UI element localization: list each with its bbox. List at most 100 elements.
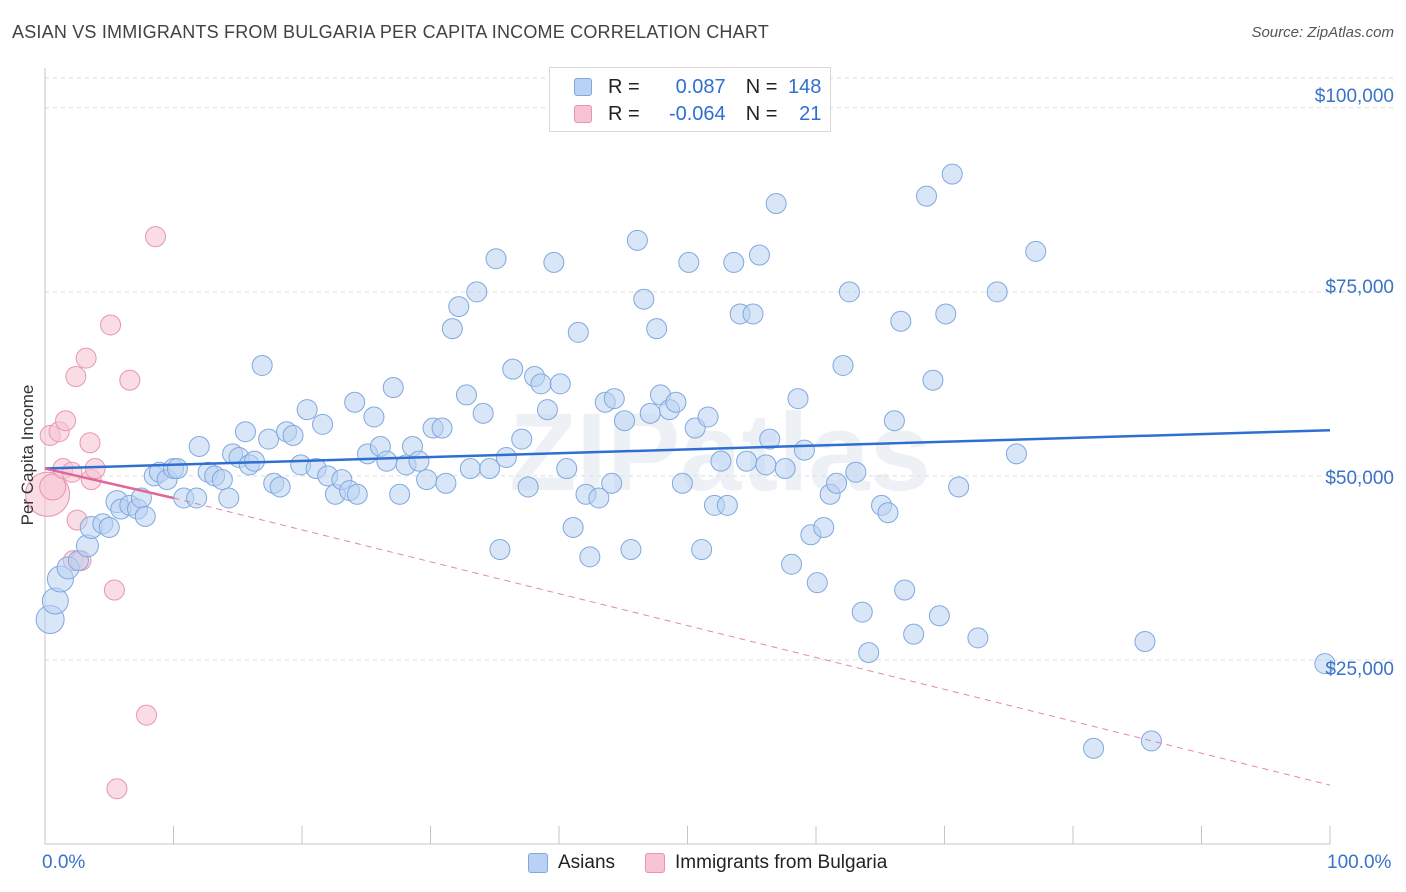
series-asians [35, 163, 1336, 759]
data-point-asian [211, 469, 233, 491]
data-point-asian [916, 185, 938, 207]
data-point-asian [218, 487, 240, 509]
legend-label-asians: Asians [558, 852, 616, 873]
trend-lines [44, 429, 1331, 786]
data-point-asian [832, 354, 854, 376]
data-point-asian [1005, 443, 1027, 465]
data-point-asian [489, 539, 511, 561]
data-point-asian [935, 303, 957, 325]
data-point-bulgaria [106, 778, 128, 800]
data-point-asian [389, 483, 411, 505]
data-point-asian [671, 472, 693, 494]
legend-swatch-bulgaria [645, 853, 666, 873]
data-point-bulgaria [145, 226, 167, 248]
data-point-asian [188, 435, 210, 457]
data-point-asian [382, 377, 404, 399]
data-point-asian [588, 487, 610, 509]
data-point-asian [296, 399, 318, 421]
data-point-asian [251, 354, 273, 376]
data-point-asian [646, 318, 668, 340]
data-point-asian [748, 244, 770, 266]
data-point-bulgaria [65, 366, 87, 388]
legend-row-bulgaria: R = -0.064 N = 21 [574, 101, 821, 127]
data-point-asian [922, 369, 944, 391]
data-point-asian [614, 410, 636, 432]
data-point-asian [941, 163, 963, 185]
data-point-asian [408, 450, 430, 472]
axes [44, 68, 1331, 845]
data-point-bulgaria [84, 458, 106, 480]
data-point-asian [346, 483, 368, 505]
legend-swatch-asians [528, 853, 548, 873]
data-point-asian [894, 579, 916, 601]
data-point-asian [723, 251, 745, 273]
data-point-bulgaria [39, 473, 67, 501]
data-point-asian [665, 391, 687, 413]
data-point-asian [517, 476, 539, 498]
series-legend: Asians Immigrants from Bulgaria [528, 852, 887, 874]
data-point-bulgaria [136, 704, 158, 726]
data-point-asian [479, 458, 501, 480]
data-point-asian [166, 458, 188, 480]
data-point-asian [948, 476, 970, 498]
data-point-asian [258, 428, 280, 450]
data-point-asian [134, 505, 156, 527]
data-point-asian [601, 472, 623, 494]
legend-swatch-pink [574, 105, 592, 123]
data-point-asian [562, 516, 584, 538]
data-point-asian [543, 251, 565, 273]
data-point-asian [344, 391, 366, 413]
data-point-bulgaria [75, 347, 97, 369]
data-point-asian [736, 450, 758, 472]
y-tick-label: $100,000 [1314, 86, 1394, 107]
data-point-asian [376, 450, 398, 472]
legend-r-label: R = [608, 102, 640, 125]
data-point-asian [234, 421, 256, 443]
x-tick-label-max: 100.0% [1327, 852, 1392, 873]
data-point-asian [495, 447, 517, 468]
legend-r-label: R = [608, 75, 640, 98]
trend-line-asians [44, 429, 1331, 470]
gridlines [45, 77, 1395, 661]
data-point-asian [826, 472, 848, 494]
data-point-asian [269, 476, 291, 498]
data-point-asian [579, 546, 601, 568]
data-point-asian [765, 193, 787, 215]
data-point-asian [967, 627, 989, 649]
data-point-asian [845, 461, 867, 483]
data-point-asian [678, 251, 700, 273]
data-point-bulgaria [100, 314, 122, 336]
data-point-asian [710, 450, 732, 472]
data-point-asian [567, 321, 589, 343]
data-point-asian [716, 494, 738, 516]
data-point-asian [639, 402, 661, 424]
data-point-asian [448, 296, 470, 318]
data-point-asian [603, 388, 625, 410]
data-point-asian [626, 229, 648, 251]
data-point-asian [1314, 653, 1336, 675]
data-point-asian [459, 458, 481, 480]
data-point-asian [755, 454, 777, 476]
data-point-bulgaria [103, 579, 125, 601]
series-immigrants-from-bulgaria [25, 226, 167, 800]
data-point-asian [742, 303, 764, 325]
legend-n-value: 148 [788, 75, 822, 98]
data-point-asian [691, 539, 713, 561]
trend-line-bulgaria-extension [173, 497, 1331, 786]
x-tick-label-min: 0.0% [42, 852, 86, 873]
data-point-asian [620, 539, 642, 561]
legend-r-value: -0.064 [668, 102, 726, 125]
y-tick-label: $25,000 [1325, 659, 1394, 680]
data-point-asian [466, 281, 488, 303]
trend-line-bulgaria [44, 467, 174, 500]
data-point-asian [858, 642, 880, 664]
data-point-asian [502, 358, 524, 380]
legend-n-label: N = [745, 102, 778, 125]
data-point-asian [877, 502, 899, 524]
data-point-bulgaria [119, 369, 141, 391]
legend-n-label: N = [745, 75, 778, 98]
data-point-asian [633, 288, 655, 310]
legend-swatch-blue [574, 78, 592, 96]
data-point-asian [1134, 631, 1156, 653]
